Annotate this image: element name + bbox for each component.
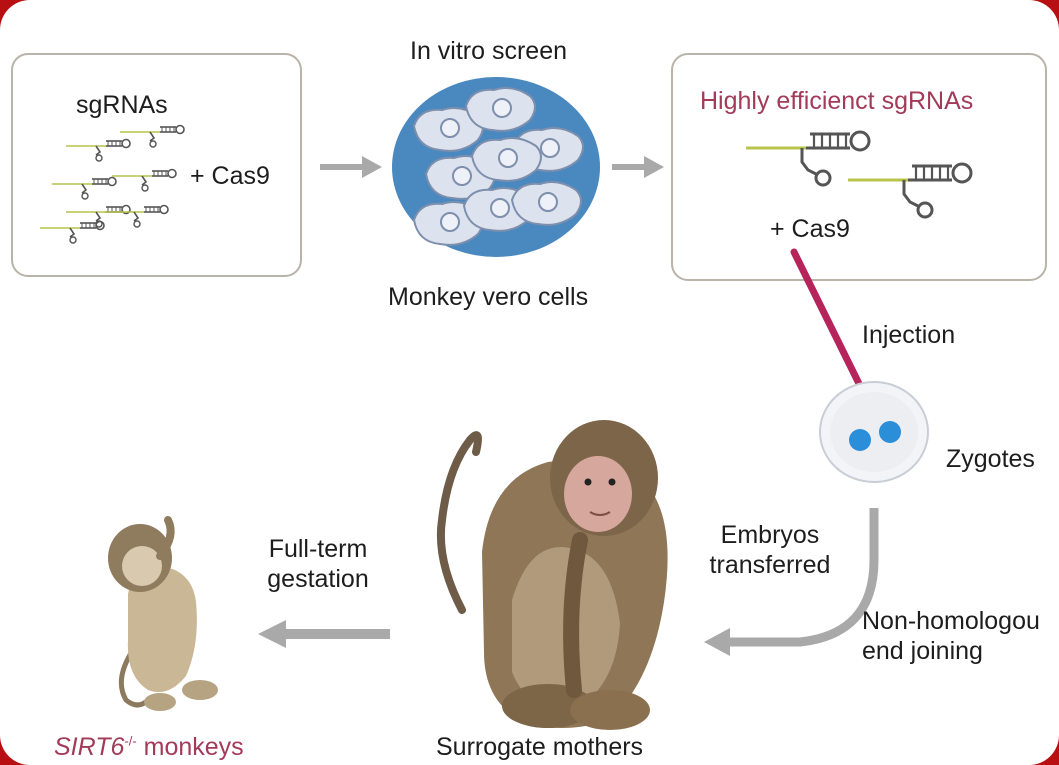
embryo-transfer-arrow: [730, 508, 879, 647]
plus-cas9-right-label: + Cas9: [770, 215, 850, 243]
sgrna-pool-box: [11, 53, 302, 277]
nhej-line2: end joining: [862, 637, 983, 665]
nhej-label: Non-homologou end joining: [862, 606, 1040, 666]
arrow-to-screen: [320, 156, 382, 178]
embryos-line1: Embryos: [720, 521, 820, 549]
efficient-sgrna-box: [671, 53, 1047, 281]
macaque-adult-icon: [436, 420, 668, 730]
in-vitro-screen-label: In vitro screen: [410, 37, 568, 65]
sirt6-superscript: -/-: [124, 733, 137, 749]
full-term-gestation-label: Full-term gestation: [252, 534, 384, 594]
full-term-line2: gestation: [267, 565, 369, 593]
plus-cas9-left-label: + Cas9: [190, 162, 270, 190]
embryos-transferred-label: Embryos transferred: [700, 520, 840, 580]
cell-dish-icon: [392, 77, 600, 257]
embryos-line2: transferred: [709, 551, 831, 579]
zygotes-label: Zygotes: [946, 445, 1035, 473]
gestation-arrow: [258, 620, 390, 648]
zygote-icon: [819, 381, 929, 483]
sirt6-gene: SIRT6: [54, 733, 125, 761]
injection-label: Injection: [862, 321, 956, 349]
nhej-line1: Non-homologou: [862, 607, 1040, 635]
arrow-to-efficient: [612, 156, 664, 178]
full-term-line1: Full-term: [268, 535, 368, 563]
sirt6-monkeys-label: SIRT6-/- monkeys: [54, 732, 244, 762]
highly-efficient-label: Highly efficienct sgRNAs: [700, 87, 974, 115]
monkey-vero-cells-label: Monkey vero cells: [388, 283, 589, 311]
surrogate-mothers-label: Surrogate mothers: [436, 733, 644, 761]
macaque-infant-icon: [108, 516, 218, 711]
sgrnas-label: sgRNAs: [76, 91, 168, 119]
sirt6-suffix: monkeys: [136, 733, 244, 761]
